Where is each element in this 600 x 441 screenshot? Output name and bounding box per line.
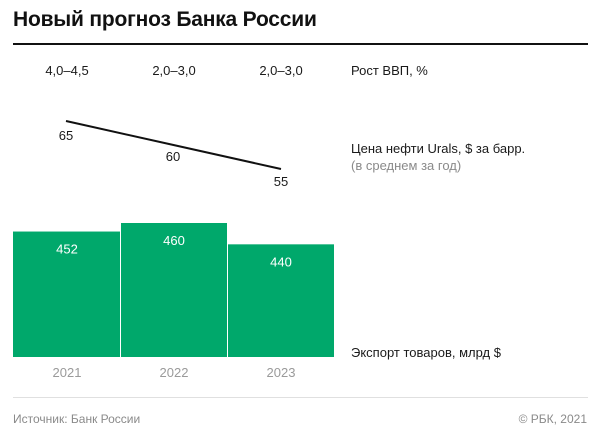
- gdp-value-2022: 2,0–3,0: [152, 63, 195, 78]
- oil-price-label-2021: 65: [59, 128, 73, 143]
- oil-price-label-2023: 55: [274, 174, 288, 189]
- x-tick-label-2023: 2023: [267, 365, 296, 380]
- x-axis: 2021 2022 2023: [53, 365, 296, 380]
- oil-price-label: Цена нефти Urals, $ за барр.: [351, 141, 525, 156]
- gdp-label: Рост ВВП, %: [351, 63, 428, 78]
- oil-price-label-2022: 60: [166, 149, 180, 164]
- x-tick-label-2021: 2021: [53, 365, 82, 380]
- export-value-label-2023: 440: [270, 254, 292, 269]
- export-bar-2022: [121, 223, 227, 357]
- export-value-label-2021: 452: [56, 242, 78, 257]
- title-rule: [13, 43, 588, 45]
- export-bar-2023: [228, 244, 334, 357]
- gdp-row: 4,0–4,5 2,0–3,0 2,0–3,0: [45, 63, 302, 78]
- chart-title: Новый прогноз Банка России: [13, 8, 317, 31]
- copyright: © РБК, 2021: [518, 412, 587, 426]
- oil-price-sublabel: (в среднем за год): [351, 158, 461, 173]
- x-tick-label-2022: 2022: [160, 365, 189, 380]
- gdp-value-2021: 4,0–4,5: [45, 63, 88, 78]
- export-bar-2021: [13, 231, 120, 357]
- export-bars-series: 452 460 440: [13, 223, 334, 357]
- export-value-label-2022: 460: [163, 233, 185, 248]
- source-note: Источник: Банк России: [13, 412, 141, 426]
- footer-rule: [13, 397, 588, 398]
- exports-label: Экспорт товаров, млрд $: [351, 345, 502, 360]
- oil-price-line: [65, 120, 282, 170]
- gdp-value-2023: 2,0–3,0: [259, 63, 302, 78]
- oil-price-series: 65 60 55: [59, 120, 288, 189]
